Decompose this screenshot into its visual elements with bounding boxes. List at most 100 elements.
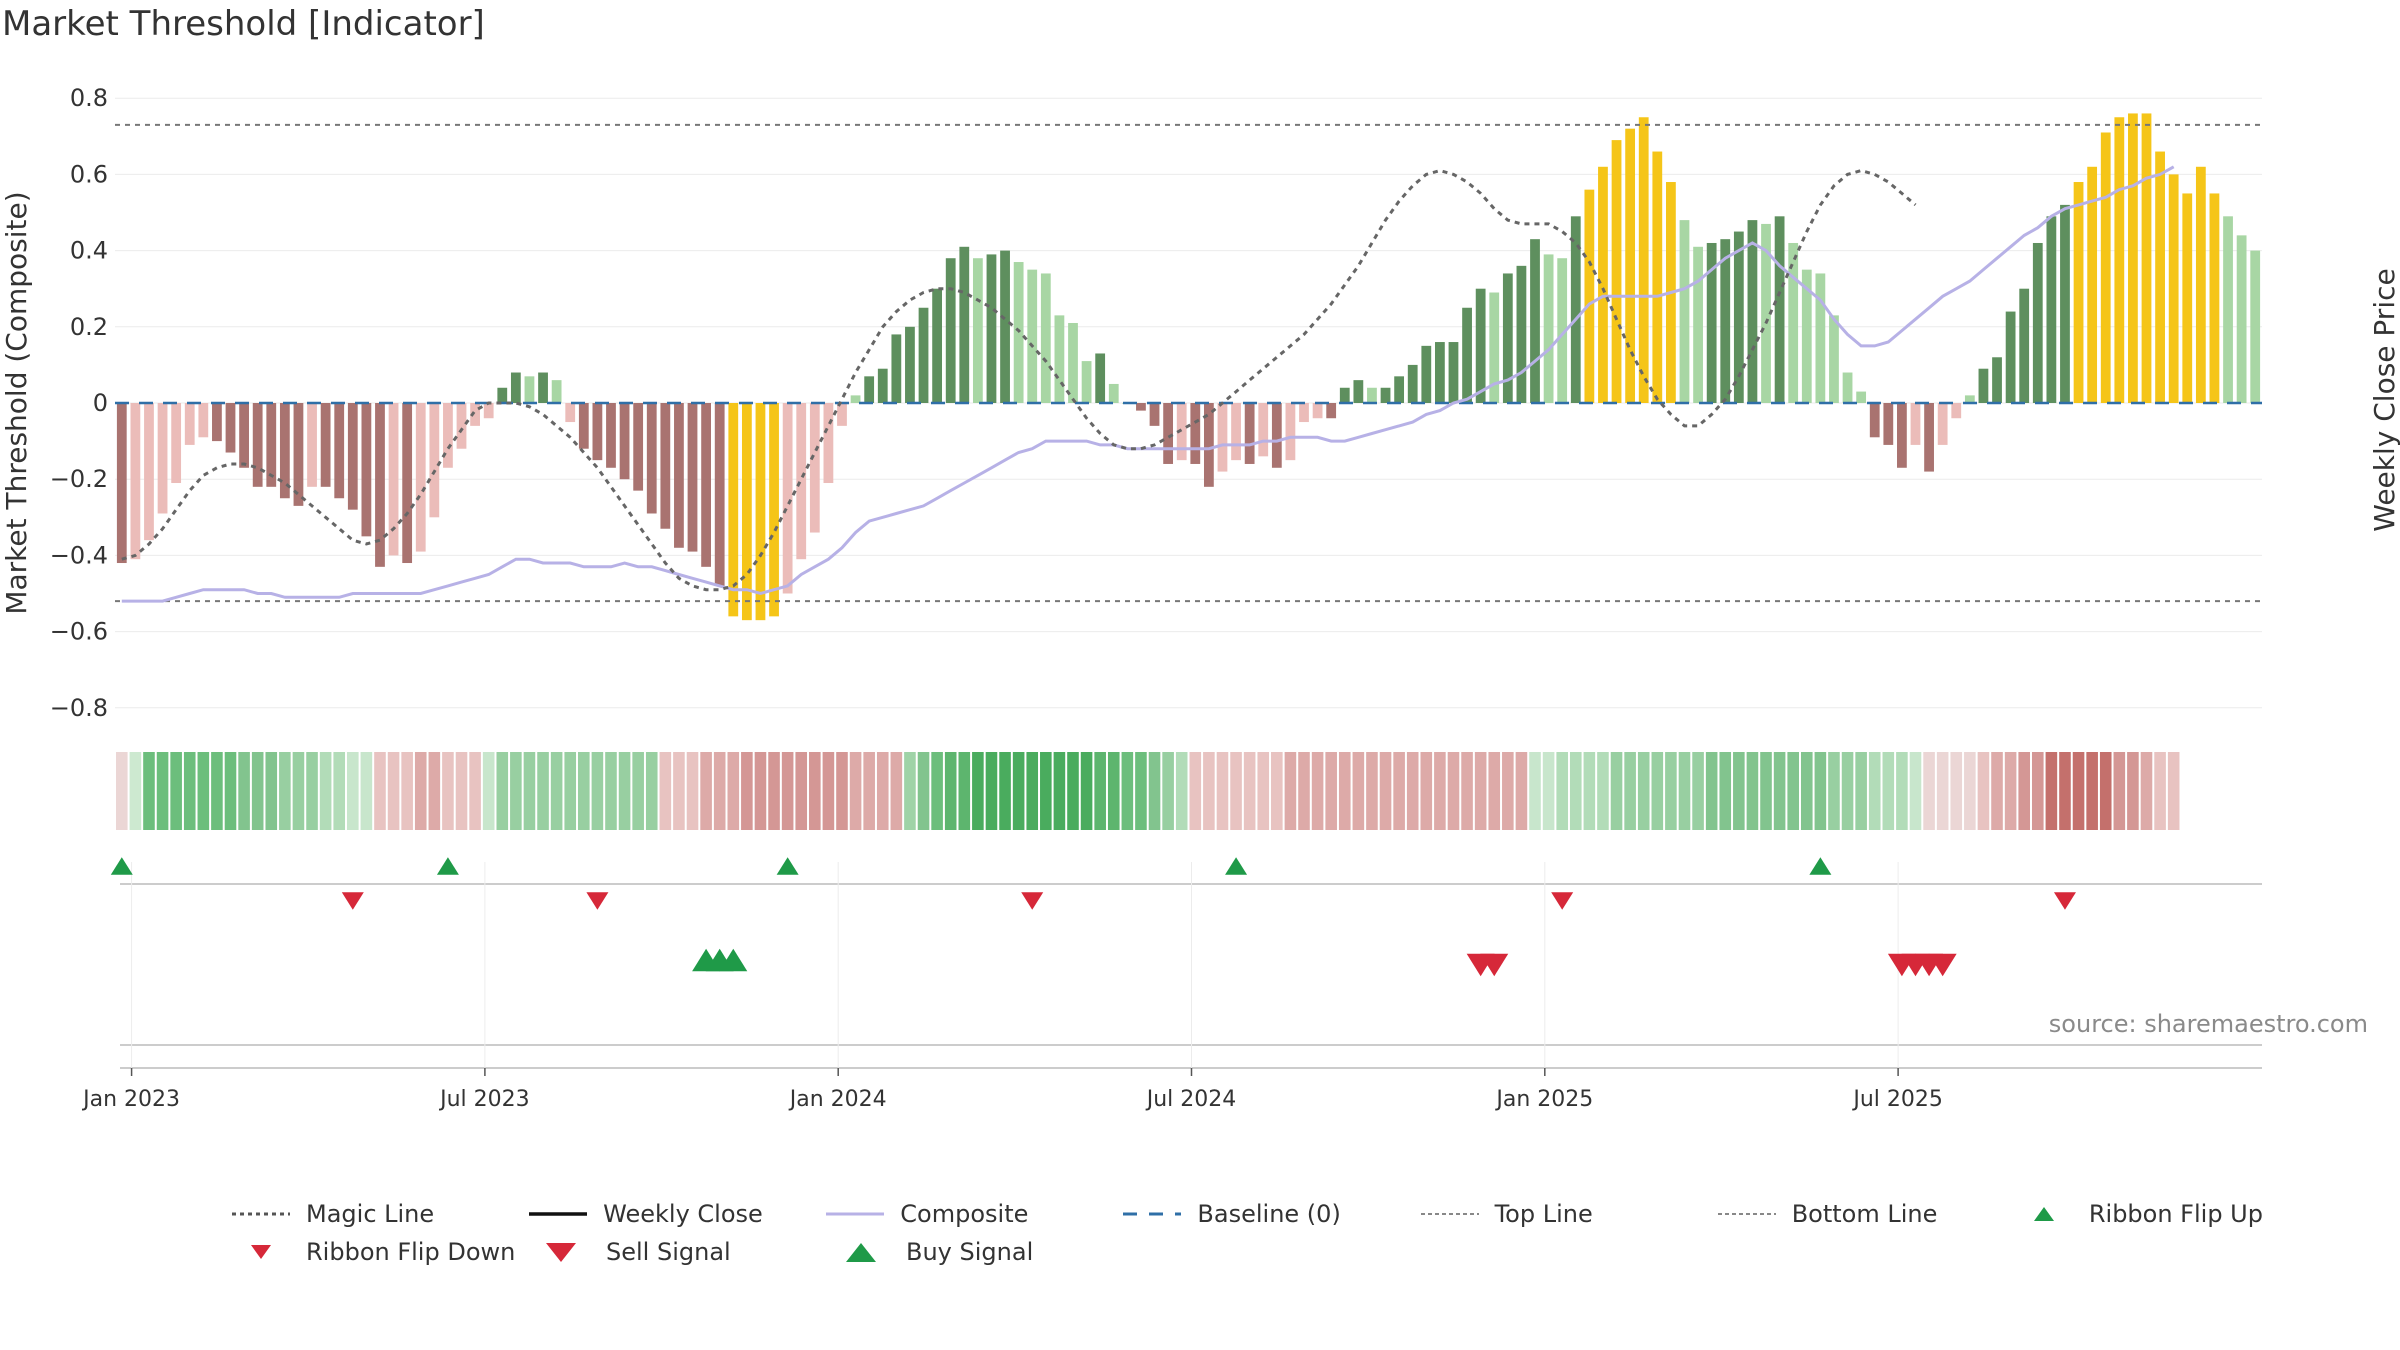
- ribbon-cell: [2031, 752, 2044, 830]
- composite-bar: [2209, 193, 2220, 403]
- ribbon-cell: [387, 752, 400, 830]
- composite-bar: [2114, 117, 2125, 403]
- composite-bar: [347, 403, 358, 510]
- composite-bar: [1638, 117, 1649, 403]
- composite-bar: [1611, 140, 1622, 404]
- composite-bar: [741, 403, 752, 621]
- composite-bar: [1040, 273, 1051, 403]
- ribbon-cell: [319, 752, 332, 830]
- ribbon-cell: [1936, 752, 1949, 830]
- ribbon-cell: [1474, 752, 1487, 830]
- legend-label: Baseline (0): [1197, 1200, 1341, 1228]
- ribbon-cell: [1746, 752, 1759, 830]
- ribbon-cell: [1841, 752, 1854, 830]
- composite-bar: [2087, 166, 2098, 403]
- composite-bar: [1625, 128, 1636, 403]
- composite-bar: [1353, 380, 1364, 403]
- ribbon-cell: [211, 752, 223, 830]
- composite-bar: [2141, 113, 2152, 403]
- ribbon-cell: [944, 752, 957, 830]
- composite-bar: [1951, 403, 1962, 419]
- ribbon-cell: [2113, 752, 2126, 830]
- composite-bar: [972, 258, 983, 403]
- ribbon-cell: [1814, 752, 1827, 830]
- composite-bar: [1815, 273, 1826, 403]
- composite-bar: [1530, 239, 1540, 403]
- composite-bar: [1842, 372, 1853, 403]
- ribbon-cell: [1135, 752, 1147, 830]
- ribbon-cell: [1964, 752, 1976, 830]
- legend-label: Ribbon Flip Up: [2088, 1200, 2263, 1228]
- ribbon-flip-up-marker: [776, 857, 799, 875]
- ribbon-cell: [116, 752, 128, 830]
- composite-bar: [1598, 166, 1608, 403]
- ribbon-cell: [1488, 752, 1501, 830]
- ribbon-cell: [2045, 752, 2058, 830]
- ribbon-cell: [931, 752, 943, 830]
- composite-bar: [1299, 403, 1309, 423]
- legend-swatch-icon: [1717, 1213, 1776, 1215]
- ribbon-cell: [659, 752, 672, 830]
- ribbon-cell: [129, 752, 142, 830]
- legend-swatch-icon: [846, 1243, 876, 1262]
- composite-bar: [483, 403, 494, 419]
- x-tick-label: Jan 2024: [788, 1087, 887, 1112]
- composite-bar: [320, 403, 331, 487]
- ribbon-cell: [591, 752, 604, 830]
- ribbon-cell: [741, 752, 753, 830]
- composite-bar: [198, 403, 209, 438]
- ribbon-cell: [686, 752, 699, 830]
- composite-bar: [1761, 223, 1771, 403]
- composite-bar: [782, 403, 793, 594]
- ribbon-cell: [1896, 752, 1908, 830]
- composite-bar: [1897, 403, 1907, 468]
- ribbon-cell: [1991, 752, 2003, 830]
- composite-bar: [1720, 239, 1731, 403]
- composite-bar: [714, 403, 725, 586]
- ribbon-cell: [1338, 752, 1351, 830]
- ribbon-cell: [863, 752, 875, 830]
- ribbon-cell: [1705, 752, 1718, 830]
- indicator-lines: [115, 123, 2262, 603]
- y-left-tick-label: 0.2: [70, 313, 108, 341]
- ribbon-cell: [1651, 752, 1664, 830]
- y-left-tick-label: 0: [93, 389, 108, 417]
- composite-bar: [1108, 383, 1119, 403]
- x-tick-label: Jul 2024: [1145, 1087, 1237, 1112]
- ribbon-cell: [1542, 752, 1555, 830]
- y-left-tick-label: 0.8: [70, 84, 108, 112]
- ribbon-cell: [1434, 752, 1446, 830]
- ribbon-cell: [2140, 752, 2153, 830]
- composite-bar: [1081, 361, 1092, 403]
- ribbon-cell: [482, 752, 495, 830]
- ribbon-cell: [1828, 752, 1840, 830]
- ribbon-cell: [999, 752, 1011, 830]
- ribbon-cell: [1366, 752, 1378, 830]
- composite-bar: [1502, 273, 1513, 403]
- composite-bar: [1271, 403, 1282, 468]
- ribbon-flip-up-marker: [110, 857, 133, 875]
- ribbon-cell: [904, 752, 916, 830]
- composite-bar: [307, 403, 317, 487]
- sell-signal-marker: [1928, 953, 1957, 977]
- composite-bar: [470, 403, 480, 426]
- legend-item: Bottom Line: [1716, 1200, 2013, 1228]
- composite-bar: [1312, 403, 1323, 419]
- legend-item: Weekly Close: [527, 1200, 824, 1228]
- y-left-axis-title: Market Threshold (Composite): [0, 191, 33, 614]
- composite-bar: [1326, 403, 1337, 419]
- ribbon-cell: [197, 752, 210, 830]
- ribbon-cell: [1311, 752, 1324, 830]
- axes: 0.80.60.40.20−0.2−0.4−0.6−0.8140.00130.0…: [0, 84, 2400, 1112]
- ribbon-flip-down-marker: [586, 892, 609, 910]
- ribbon-cell: [1107, 752, 1120, 830]
- composite-bar: [1829, 315, 1839, 403]
- composite-bar: [864, 376, 875, 403]
- composite-bar: [510, 372, 521, 403]
- ribbon-cell: [1121, 752, 1134, 830]
- composite-bar: [2155, 151, 2165, 403]
- composite-bar: [1964, 395, 1975, 403]
- ribbon-cell: [1012, 752, 1025, 830]
- legend-item: Top Line: [1419, 1200, 1716, 1228]
- composite-bar: [837, 403, 847, 426]
